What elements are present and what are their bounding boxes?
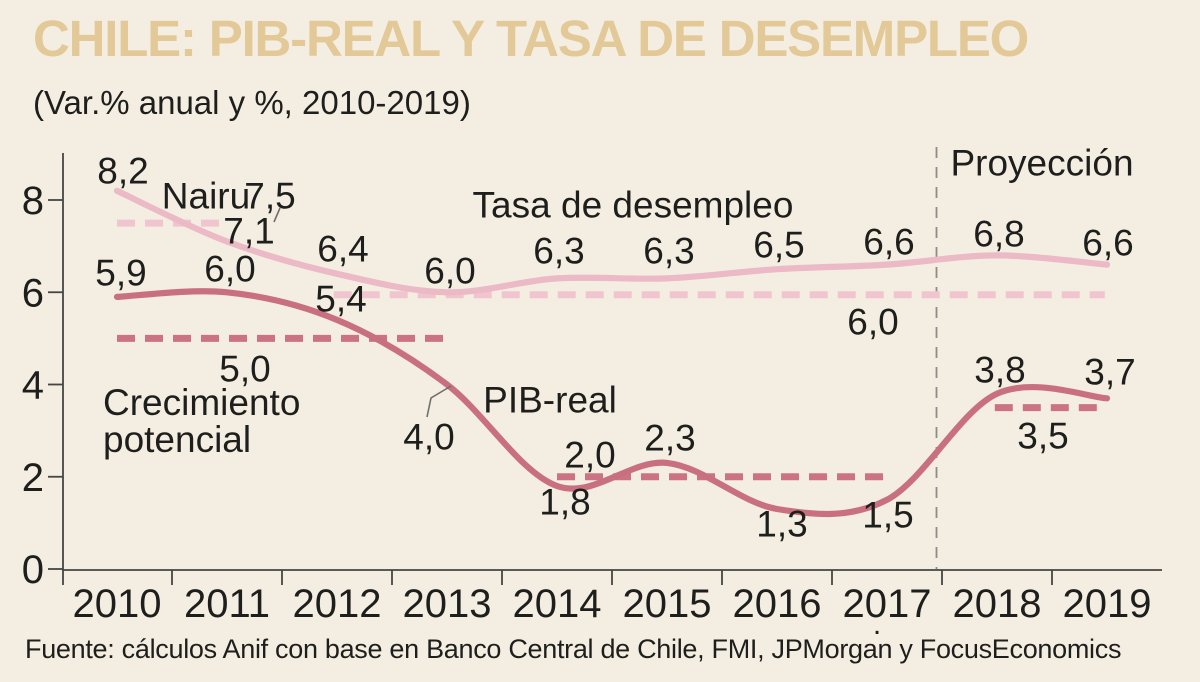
x-year-label: 2010 (73, 582, 162, 626)
value-potencial-2014-2017: 2,0 (564, 434, 616, 476)
line-pib-real (113, 288, 1111, 518)
value-desempleo-2015: 6,3 (643, 230, 695, 272)
value-potencial-2010-2013: 5,0 (219, 348, 271, 390)
chart-subtitle: (Var.% anual y %, 2010-2019) (33, 84, 471, 121)
series-label-desempleo: Tasa de desempleo (472, 184, 794, 226)
value-nairu-2012-2019: 6,0 (847, 301, 899, 343)
projection-label: Proyección (950, 142, 1134, 184)
value-pib-2017: 1,5 (862, 494, 914, 536)
y-tick-label: 4 (22, 364, 44, 408)
chart-title: CHILE: PIB-REAL Y TASA DE DESEMPLEO (33, 10, 1029, 67)
x-year-label: 2017 (843, 582, 932, 626)
value-pib-2015: 2,3 (644, 417, 696, 459)
y-tick-label: 8 (22, 179, 44, 223)
y-tick-label: 0 (22, 548, 44, 592)
source-note: Fuente: cálculos Anif con base en Banco … (25, 634, 1122, 664)
x-year-label: 2014 (513, 582, 602, 626)
value-desempleo-2013: 6,0 (424, 250, 476, 292)
line-tasa-de-desempleo (113, 187, 1111, 296)
value-desempleo-2018: 6,8 (973, 213, 1025, 255)
x-year-label: 2011 (184, 582, 270, 626)
x-year-label: 2015 (623, 582, 712, 626)
value-pib-2013: 4,0 (403, 416, 455, 458)
value-pib-2012: 5,4 (315, 278, 367, 320)
value-desempleo-2019: 6,6 (1082, 222, 1134, 264)
x-year-label: 2013 (403, 582, 492, 626)
value-desempleo-2011: 7,1 (223, 210, 275, 252)
y-tick-label: 2 (22, 456, 44, 500)
series-label-potencial: Crecimiento potencial (103, 382, 301, 460)
value-desempleo-2010: 8,2 (97, 150, 149, 192)
value-pib-2010: 5,9 (95, 252, 147, 294)
leader-desempleo-2011 (273, 207, 281, 223)
value-pib-2016: 1,3 (756, 503, 808, 545)
value-pib-2018: 3,8 (974, 349, 1026, 391)
value-desempleo-2016: 6,5 (753, 224, 805, 266)
series-label-nairu: Nairu (161, 175, 251, 217)
x-year-label: 2019 (1063, 582, 1152, 626)
y-tick-label: 6 (22, 271, 44, 315)
value-desempleo-2014: 6,3 (533, 230, 585, 272)
leader-pib-2013 (426, 385, 452, 418)
value-pib-2019: 3,7 (1084, 351, 1136, 393)
value-desempleo-2017: 6,6 (863, 221, 915, 263)
value-pib-2011: 6,0 (204, 248, 256, 290)
x-year-label: 2012 (293, 582, 382, 626)
stray-dot: . (872, 608, 882, 641)
x-year-label: 2016 (733, 582, 822, 626)
value-pib-2014: 1,8 (539, 481, 591, 523)
value-nairu-2010-2011: 7,5 (244, 175, 296, 217)
x-year-label: 2018 (953, 582, 1042, 626)
series-label-pib: PIB-real (483, 379, 617, 421)
value-potencial-2018-2019: 3,5 (1017, 415, 1069, 457)
value-desempleo-2012: 6,4 (317, 228, 369, 270)
